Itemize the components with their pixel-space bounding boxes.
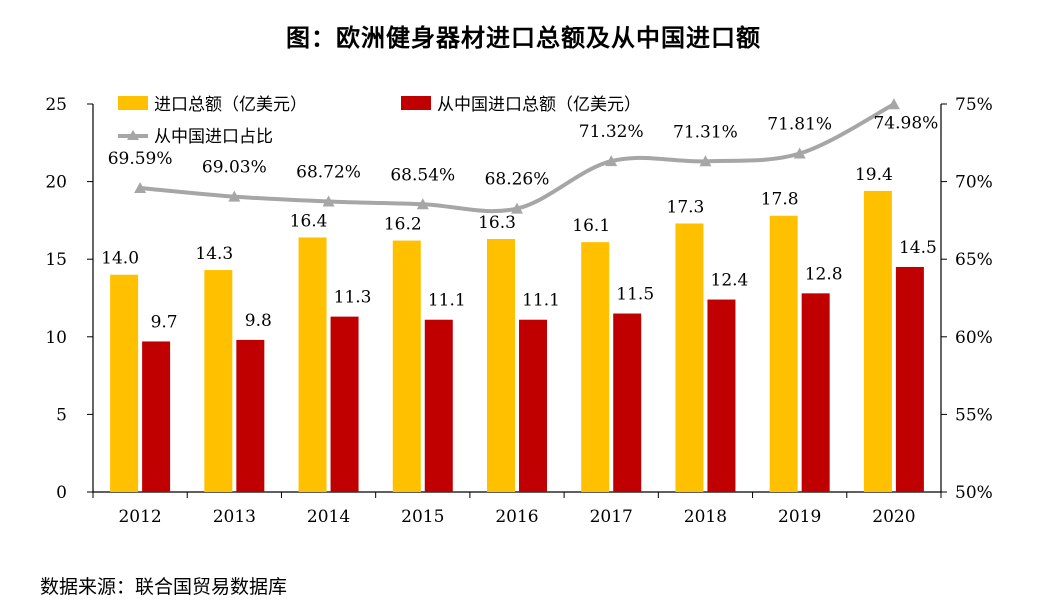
bar-total: [204, 270, 233, 492]
bar-china: [613, 313, 642, 492]
share-label: 71.31%: [673, 122, 738, 142]
bar-china: [330, 316, 359, 492]
share-marker: [699, 155, 712, 167]
share-label: 68.54%: [390, 165, 455, 185]
bar-total-label: 16.4: [290, 211, 328, 231]
share-marker: [511, 202, 523, 214]
y-tick-label: 25: [45, 95, 67, 115]
x-tick-label: 2012: [118, 507, 161, 527]
legend-marker-share: [127, 130, 139, 140]
x-tick-label: 2019: [778, 507, 821, 527]
bar-china: [801, 293, 830, 492]
bar-total: [675, 223, 704, 492]
y-tick-label: 5: [56, 405, 67, 425]
bar-china-label: 14.5: [899, 238, 937, 258]
bar-china-label: 12.4: [711, 271, 749, 291]
source-note: 数据来源：联合国贸易数据库: [40, 576, 288, 598]
share-marker: [793, 147, 806, 159]
bar-total: [298, 237, 327, 492]
x-tick-label: 2016: [495, 507, 538, 527]
share-marker: [134, 181, 147, 193]
bar-china-label: 9.7: [151, 312, 178, 332]
bar-total: [487, 239, 515, 492]
share-label: 68.26%: [485, 170, 550, 190]
share-marker: [416, 198, 429, 210]
bar-china: [519, 319, 547, 492]
legend-swatch-total: [118, 96, 148, 110]
y2-tick-label: 60%: [955, 328, 993, 348]
bar-total-label: 19.4: [855, 165, 893, 185]
share-label: 69.03%: [202, 158, 267, 178]
share-marker: [322, 195, 335, 207]
bar-china: [895, 266, 924, 492]
bar-total-label: 17.3: [667, 198, 705, 218]
bar-china: [142, 341, 171, 492]
bar-total-label: 16.2: [384, 215, 422, 235]
share-label: 74.98%: [873, 113, 938, 133]
y-tick-label: 20: [45, 173, 67, 193]
x-tick-label: 2020: [872, 507, 915, 527]
bar-china-label: 9.8: [245, 311, 272, 331]
bar-total-label: 16.1: [572, 216, 610, 236]
bar-total-label: 16.3: [478, 213, 516, 233]
share-label: 71.32%: [579, 122, 644, 142]
chart-title: 图：欧洲健身器材进口总额及从中国进口额: [286, 24, 761, 52]
bar-total: [110, 274, 139, 492]
bar-total-label: 14.0: [101, 249, 139, 269]
bar-total: [581, 242, 610, 492]
bar-china-label: 11.1: [428, 291, 466, 311]
legend-label-share: 从中国进口占比: [154, 127, 273, 147]
legend-swatch-china: [401, 96, 431, 110]
y-tick-label: 0: [56, 483, 67, 503]
y2-tick-label: 50%: [955, 483, 993, 503]
x-tick-label: 2018: [684, 507, 727, 527]
y-tick-label: 10: [45, 328, 67, 348]
y2-tick-label: 55%: [955, 405, 993, 425]
legend-label-china: 从中国进口总额（亿美元）: [437, 95, 641, 115]
share-marker: [228, 190, 241, 202]
share-marker: [605, 155, 618, 167]
bar-china: [236, 339, 265, 492]
chart: 0 5 10 15 20 25 50% 55% 60% 65% 70% 75% 2012 2013 2014…: [45, 95, 992, 527]
bar-china-label: 11.5: [616, 285, 654, 305]
bar-china-label: 12.8: [805, 264, 843, 284]
y2-tick-label: 70%: [955, 173, 993, 193]
y2-tick-label: 65%: [955, 250, 993, 270]
x-tick-label: 2013: [213, 507, 256, 527]
bar-total: [392, 240, 421, 492]
share-label: 68.72%: [296, 162, 361, 182]
axes: 0 5 10 15 20 25 50% 55% 60% 65% 70% 75% 2012 2013 2014…: [45, 95, 992, 527]
bar-china: [424, 319, 453, 492]
share-line: [134, 98, 900, 214]
bar-china-label: 11.3: [334, 288, 372, 308]
legend: 进口总额（亿美元） 从中国进口总额（亿美元） 从中国进口占比: [118, 95, 641, 147]
y2-tick-label: 75%: [955, 95, 993, 115]
bar-china-label: 11.1: [522, 291, 560, 311]
x-tick-label: 2017: [590, 507, 633, 527]
y-tick-label: 15: [45, 250, 67, 270]
legend-label-total: 进口总额（亿美元）: [154, 95, 307, 115]
bar-total: [863, 190, 892, 493]
bar-china: [707, 299, 736, 492]
bar-total-label: 17.8: [761, 190, 799, 210]
data-labels: 14.0 9.7 14.3 9.8 16.4 11.3 16.2 11.1 16.3 11.1 16…: [101, 113, 938, 332]
bars: [110, 190, 924, 493]
share-label: 69.59%: [108, 149, 173, 169]
bar-total-label: 14.3: [195, 244, 233, 264]
share-label: 71.81%: [767, 115, 832, 135]
share-marker: [887, 98, 900, 110]
x-tick-label: 2014: [307, 507, 350, 527]
x-tick-label: 2015: [401, 507, 444, 527]
bar-total: [769, 215, 798, 492]
